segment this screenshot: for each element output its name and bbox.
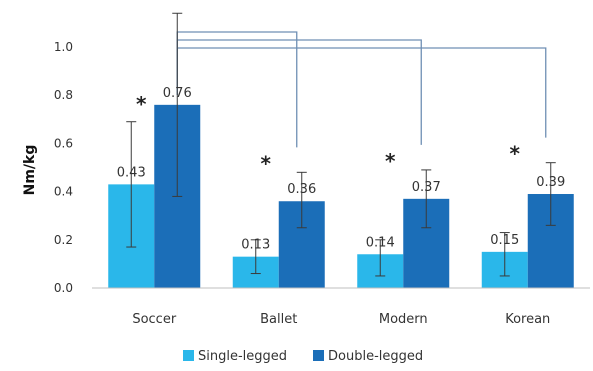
data-label: 0.43: [117, 165, 146, 180]
data-label: 0.15: [490, 233, 519, 248]
data-label: 0.36: [287, 182, 316, 197]
legend-label: Double-legged: [328, 349, 423, 364]
legend: Single-legged Double-legged: [183, 349, 423, 364]
data-label: 0.13: [241, 238, 270, 253]
data-label: 0.37: [412, 180, 441, 195]
error-bars: [126, 12, 556, 277]
y-tick-label: 0.4: [54, 185, 73, 199]
data-labels: 0.43 0.13 0.14 0.15 0.76 0.36 0.37 0.39: [117, 86, 565, 253]
y-tick-label: 1.0: [54, 40, 73, 54]
comparison-bracket: [176, 39, 422, 145]
x-tick-label: Soccer: [132, 312, 176, 327]
y-axis: 0.0 0.2 0.4 0.6 0.8 1.0: [54, 40, 73, 295]
x-tick-label: Korean: [505, 312, 550, 327]
y-axis-label: Nm/kg: [22, 145, 38, 196]
x-tick-label: Ballet: [260, 312, 297, 327]
data-label: 0.14: [366, 235, 395, 250]
significance-asterisk: *: [510, 142, 521, 166]
y-tick-label: 0.0: [54, 281, 73, 295]
significance-asterisk: *: [261, 151, 272, 175]
significance-asterisk: *: [136, 92, 147, 116]
data-label: 0.39: [536, 175, 565, 190]
comparison-bracket: [176, 47, 547, 138]
data-label: 0.76: [163, 86, 192, 101]
significance-markers: * * * *: [136, 92, 521, 175]
x-tick-label: Modern: [379, 312, 428, 327]
x-axis: Soccer Ballet Modern Korean: [92, 287, 590, 327]
legend-label: Single-legged: [198, 349, 287, 364]
y-tick-label: 0.8: [54, 88, 73, 102]
y-tick-label: 0.2: [54, 233, 73, 247]
significance-asterisk: *: [385, 149, 396, 173]
legend-swatch: [183, 350, 194, 361]
y-tick-label: 0.6: [54, 136, 73, 150]
comparison-brackets: [176, 31, 547, 148]
legend-swatch: [313, 350, 324, 361]
